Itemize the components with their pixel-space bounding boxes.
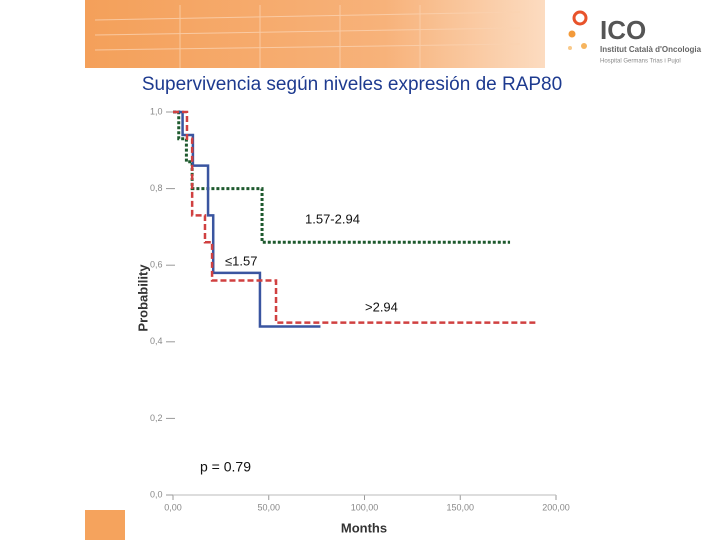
logo-mark (568, 10, 588, 50)
survival-curve (173, 110, 537, 324)
survival-curve (173, 110, 321, 328)
series-label: ≤1.57 (225, 253, 257, 268)
series-label: 1.57-2.94 (305, 211, 360, 226)
x-tick-label: 150,00 (446, 502, 474, 512)
institute-name: Institut Català d'Oncologia (600, 45, 702, 54)
y-tick-label: 0,2 (150, 413, 163, 423)
x-axis-label: Months (341, 520, 387, 535)
building-lines (94, 5, 521, 68)
y-tick-label: 0,6 (150, 260, 163, 270)
corner-block (85, 510, 125, 540)
survival-curve (173, 110, 511, 244)
x-tick-label: 200,00 (542, 502, 570, 512)
slide-title: Supervivencia según niveles expresión de… (142, 74, 562, 95)
x-tick-label: 50,00 (257, 502, 280, 512)
logo-text: ICO (600, 15, 646, 45)
series-label: >2.94 (365, 299, 398, 314)
p-value: p = 0.79 (200, 459, 251, 475)
x-tick-label: 0,00 (164, 502, 182, 512)
y-tick-label: 1,0 (150, 106, 163, 116)
x-tick-label: 100,00 (351, 502, 379, 512)
y-tick-label: 0,0 (150, 489, 163, 499)
y-axis-label: Probability (135, 264, 150, 332)
y-tick-label: 0,4 (150, 336, 163, 346)
y-tick-label: 0,8 (150, 183, 163, 193)
hospital-name: Hospital Germans Trias i Pujol (600, 59, 681, 65)
